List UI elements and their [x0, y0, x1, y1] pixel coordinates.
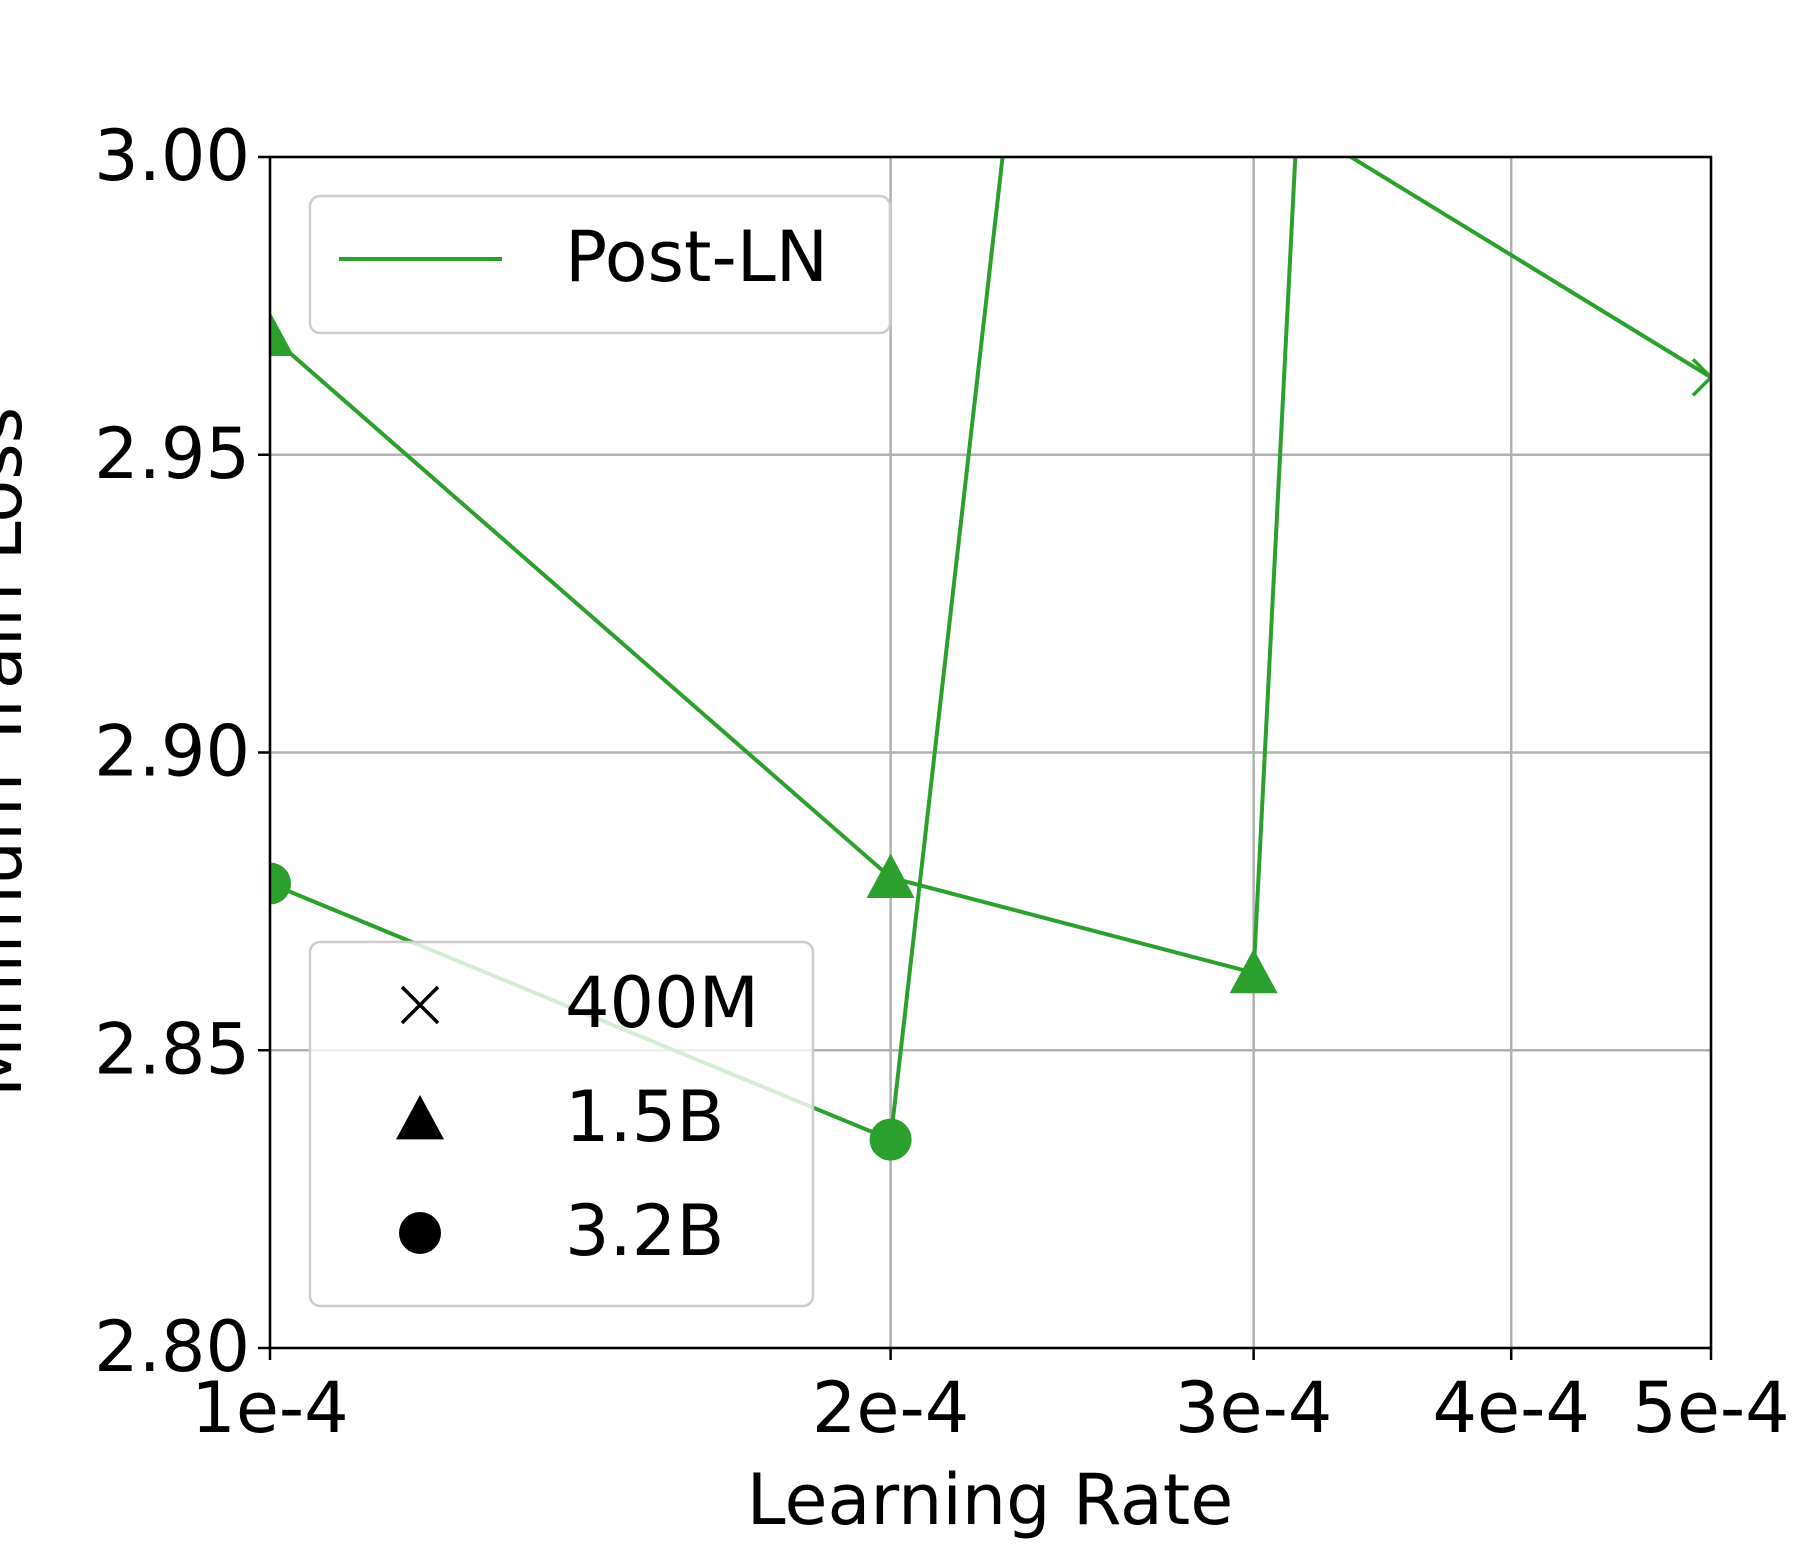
y-tick-label: 3.00	[94, 115, 250, 197]
marker-legend: 400M 1.5B 3.2B	[308, 940, 815, 1308]
legend-box	[308, 194, 892, 335]
x-tick-label: 4e-4	[1433, 1367, 1590, 1449]
legend-label: 1.5B	[565, 1076, 724, 1158]
marker-circle	[869, 1118, 912, 1161]
marker-circle	[270, 862, 291, 905]
marker-triangle	[270, 311, 294, 357]
x-tick-label: 1e-4	[191, 1367, 348, 1449]
series-line	[1347, 157, 1711, 380]
x-tick-label: 3e-4	[1175, 1367, 1332, 1449]
y-tick-label: 2.90	[94, 711, 250, 793]
legend-label: 3.2B	[565, 1190, 724, 1272]
axes: 1e-4 2e-4 3e-4 4e-4 5e-4 2.80 2.85 2.90 2.95 3.00	[94, 115, 1790, 1449]
y-tick-label: 2.80	[94, 1306, 250, 1388]
marker-x	[1236, 79, 1272, 115]
y-axis-label: Minimum Train Loss	[0, 407, 38, 1097]
marker-triangle	[1229, 948, 1278, 994]
x-axis-label: Learning Rate	[747, 1459, 1234, 1541]
legend-label: Post-LN	[565, 216, 828, 298]
marker-circle	[399, 1212, 441, 1254]
legend-box	[308, 940, 815, 1308]
marker-triangle	[396, 1095, 444, 1140]
series-line	[270, 157, 1298, 975]
line-legend: Post-LN	[308, 194, 892, 335]
legend-label: 400M	[565, 962, 759, 1044]
y-tick-label: 2.85	[94, 1008, 250, 1090]
marker-x	[1691, 358, 1711, 397]
x-tick-label: 2e-4	[812, 1367, 969, 1449]
marker-x	[400, 985, 440, 1025]
marker-triangle	[866, 853, 915, 898]
x-tick-label: 5e-4	[1632, 1367, 1789, 1449]
y-tick-label: 2.95	[94, 413, 250, 495]
